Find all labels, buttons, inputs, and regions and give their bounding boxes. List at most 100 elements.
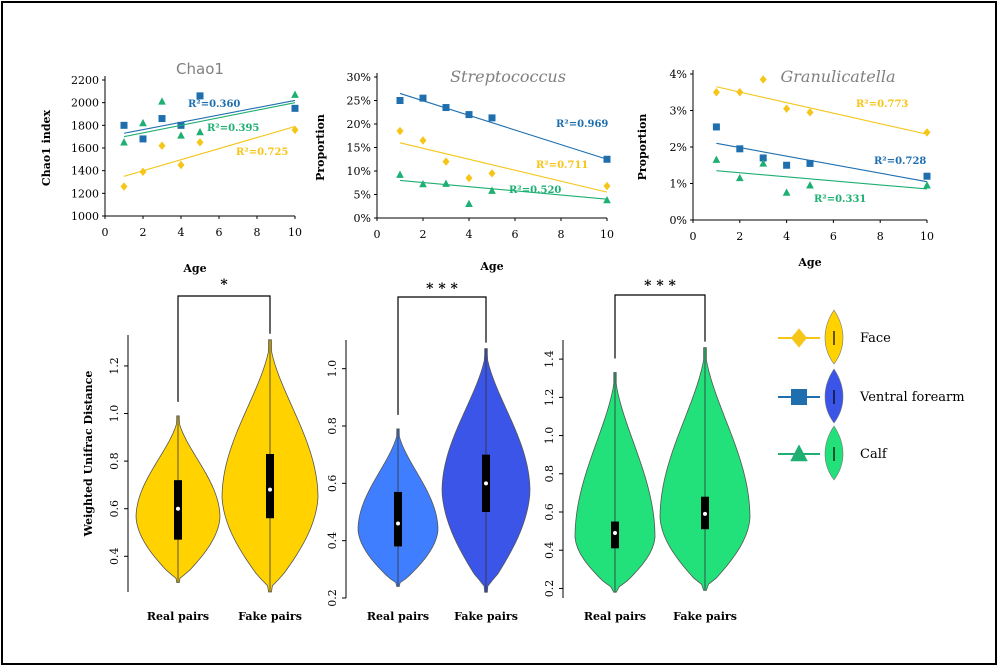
trend-line: [123, 102, 296, 138]
y-tick-label: 1.0: [543, 427, 556, 445]
data-point: [806, 159, 814, 167]
series-face: R²=0.711: [396, 126, 611, 193]
y-tick-label: 0.8: [108, 452, 121, 470]
data-point: [177, 131, 185, 139]
y-tick-label: 1.2: [543, 389, 556, 407]
data-point: [442, 157, 450, 166]
data-point: [120, 121, 128, 129]
data-point: [419, 94, 427, 102]
x-tick-label: 0: [690, 230, 697, 243]
y-tick-label: 4%: [670, 68, 687, 81]
violin-real: Real pairs: [357, 428, 439, 623]
violin-fake: Fake pairs: [441, 348, 531, 623]
x-tick-label: 8: [877, 230, 884, 243]
median-dot: [484, 481, 488, 486]
violin-panel-3: 0.2 0.4 0.6 0.8 1.0 1.2 1.4 Real pairs Fake pair…: [543, 278, 751, 623]
y-tick-label: 0.4: [108, 548, 121, 566]
data-point: [923, 128, 931, 137]
y-tick-label: 0.6: [326, 475, 339, 493]
y-axis-label: Weighted Unifrac Distance: [82, 371, 95, 538]
series-forearm: R²=0.969: [396, 92, 611, 163]
y-tick-label: 1.2: [108, 357, 121, 375]
data-point: [465, 199, 473, 208]
y-tick-label: 1800: [71, 119, 99, 132]
y-tick-label: 1.0: [326, 360, 339, 378]
series-calf: R²=0.520: [396, 170, 611, 208]
x-tick-label: 6: [216, 226, 223, 239]
y-tick-label: 5%: [354, 189, 371, 202]
chart-title: Streptococcus: [450, 67, 566, 86]
x-tick-label: 4: [178, 226, 185, 239]
significance-bracket: [177, 295, 271, 402]
r2-label: R²=0.331: [814, 194, 866, 205]
y-tick-label: 2000: [71, 97, 99, 110]
data-point: [396, 126, 404, 136]
x-tick-label: 0: [102, 226, 109, 239]
legend: Face Ventral forearm Calf: [778, 309, 965, 481]
x-tick-label: 10: [288, 226, 302, 239]
significance-bracket: [614, 294, 706, 359]
y-tick-label: 1600: [71, 142, 99, 155]
data-point: [735, 173, 744, 182]
significance-stars: * * *: [426, 281, 458, 297]
x-tick-label: 10: [600, 228, 614, 241]
median-dot: [703, 511, 707, 516]
category-label: Real pairs: [584, 610, 646, 623]
category-label: Fake pairs: [673, 610, 737, 623]
y-tick-label: 25%: [347, 95, 371, 108]
scatter-panel-2: 0% 5% 10% 15% 20% 25% 30% 0 2 4 6 8 10 Streptococcus P…: [314, 67, 614, 273]
r2-label: R²=0.728: [874, 156, 926, 167]
y-tick-label: 20%: [347, 118, 371, 131]
category-label: Real pairs: [367, 610, 429, 623]
legend-marker: [790, 444, 808, 462]
series-face: R²=0.773: [712, 75, 931, 137]
y-tick-label: 1%: [670, 178, 687, 191]
y-tick-label: 0.4: [326, 532, 339, 550]
trend-line: [716, 142, 928, 183]
r2-label: R²=0.360: [188, 99, 240, 110]
median-dot: [396, 521, 400, 526]
legend-item-diamond: Face: [778, 309, 891, 365]
data-point: [488, 114, 496, 122]
legend-marker: [791, 389, 807, 405]
r2-label: R²=0.725: [236, 147, 288, 158]
significance-stars: *: [220, 277, 228, 293]
x-axis-label: Age: [797, 256, 821, 269]
x-tick-label: 2: [140, 226, 147, 239]
r2-label: R²=0.520: [509, 185, 561, 196]
violin-fake: Fake pairs: [221, 339, 319, 623]
y-tick-label: 1000: [71, 210, 99, 223]
legend-label: Calf: [860, 447, 888, 462]
data-point: [120, 138, 128, 146]
y-tick-label: 2200: [71, 74, 99, 87]
data-point: [736, 88, 744, 97]
x-tick-label: 8: [558, 228, 565, 241]
legend-item-triangle: Calf: [778, 425, 888, 481]
data-point: [291, 90, 299, 98]
y-axis-label: Proportion: [314, 114, 327, 181]
x-tick-label: 8: [254, 226, 261, 239]
y-tick-label: 0.6: [543, 503, 556, 521]
r2-label: R²=0.773: [856, 99, 908, 110]
series-face: R²=0.725: [120, 125, 299, 191]
data-point: [759, 154, 767, 162]
data-point: [806, 181, 814, 189]
iqr-box: [266, 453, 274, 519]
y-tick-label: 3%: [670, 105, 687, 118]
data-point: [177, 160, 185, 170]
category-label: Fake pairs: [238, 610, 302, 623]
scatter-panel-3: 0% 1% 2% 3% 4% 0 2 4 6 8 10 Granulicatella Proportio…: [636, 67, 934, 269]
x-tick-label: 6: [512, 228, 519, 241]
data-point: [603, 195, 611, 204]
series-forearm: R²=0.360: [120, 92, 299, 143]
y-tick-label: 0%: [670, 214, 687, 227]
median-dot: [613, 531, 617, 536]
median-dot: [176, 506, 180, 511]
data-point: [139, 167, 147, 176]
y-tick-label: 1.0: [108, 405, 121, 423]
y-tick-label: 0.8: [543, 465, 556, 483]
data-point: [158, 97, 166, 105]
trend-line: [399, 142, 608, 193]
x-tick-label: 4: [783, 230, 790, 243]
data-point: [196, 127, 204, 136]
